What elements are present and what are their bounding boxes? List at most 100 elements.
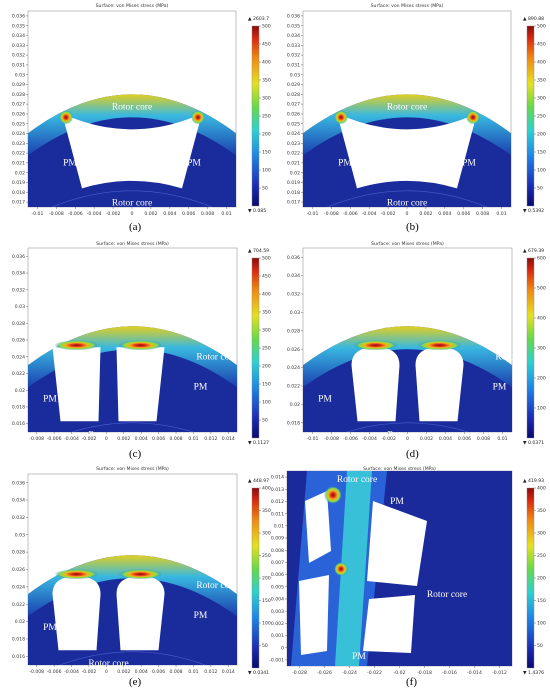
x-tick-label: 0.008 bbox=[169, 669, 182, 675]
colorbar-tick-label: 200 bbox=[262, 132, 271, 138]
stress-plot-b: Surface: von Mises stress (MPa) Rotor cor… bbox=[275, 0, 550, 238]
x-tick-label: -0.004 bbox=[87, 211, 102, 217]
y-tick-label: 0.027 bbox=[12, 102, 25, 108]
region-label: PM bbox=[43, 394, 57, 404]
x-tick-label: -0.01 bbox=[307, 436, 319, 442]
x-tick-label: 0.002 bbox=[144, 211, 157, 217]
region-label: Rotor core bbox=[387, 198, 427, 208]
y-tick-label: 0.024 bbox=[12, 584, 25, 590]
x-tick-label: 0.006 bbox=[152, 436, 165, 442]
y-tick-label: 0.027 bbox=[287, 102, 300, 108]
y-tick-label: 0.023 bbox=[287, 141, 300, 147]
colorbar-tick-label: 400 bbox=[262, 486, 271, 492]
y-tick-label: 0.032 bbox=[12, 53, 25, 59]
magnet-slot bbox=[351, 347, 400, 422]
x-tick-label: 0.002 bbox=[117, 436, 130, 442]
colorbar-tick-label: 50 bbox=[262, 418, 268, 424]
y-tick-label: 0.035 bbox=[287, 23, 300, 29]
magnet-slot bbox=[415, 347, 464, 422]
colorbar-min-label: ▼ 1.4376 bbox=[523, 670, 544, 676]
stress-field bbox=[28, 555, 237, 665]
colorbar-tick-label: 450 bbox=[262, 274, 271, 280]
region-label: Rotor core bbox=[495, 352, 535, 362]
x-tick-label: -0.004 bbox=[64, 669, 79, 675]
y-tick-label: 0.019 bbox=[12, 180, 25, 186]
colorbar-tick-label: 200 bbox=[262, 576, 271, 582]
x-tick-label: -0.004 bbox=[64, 436, 79, 442]
region-label: PM bbox=[43, 623, 57, 633]
y-tick-label: 0.028 bbox=[12, 92, 25, 98]
y-tick-label: 0.021 bbox=[287, 161, 300, 167]
colorbar-tick-label: 300 bbox=[262, 96, 271, 102]
y-tick-label: 0.017 bbox=[12, 200, 25, 206]
plot-title: Surface: von Mises stress (MPa) bbox=[96, 3, 169, 9]
x-tick-label: 0 bbox=[105, 669, 108, 675]
stress-plot-svg: Surface: von Mises stress (MPa) Rotor cor… bbox=[287, 241, 546, 446]
colorbar-tick-label: 500 bbox=[262, 256, 271, 262]
x-tick-label: -0.016 bbox=[442, 670, 457, 676]
colorbar-max-label: ▲ 679.39 bbox=[523, 248, 544, 254]
colorbar-tick-label: 400 bbox=[262, 60, 271, 66]
magnet-slot bbox=[52, 576, 101, 651]
x-tick-label: 0.004 bbox=[135, 436, 148, 442]
x-tick-label: -0.022 bbox=[367, 670, 382, 676]
y-tick-label: 0.02 bbox=[290, 170, 300, 176]
x-tick-label: -0.01 bbox=[307, 211, 319, 217]
x-tick-label: -0.026 bbox=[317, 670, 332, 676]
x-tick-label: -0.008 bbox=[324, 436, 339, 442]
x-tick-label: 0.004 bbox=[135, 669, 148, 675]
colorbar-min-label: ▼ 0.0341 bbox=[248, 670, 269, 676]
y-tick-label: 0.033 bbox=[12, 43, 25, 49]
y-tick-label: 0.009 bbox=[271, 536, 284, 542]
region-label: PM bbox=[63, 158, 77, 168]
y-tick-label: 0.026 bbox=[287, 347, 300, 353]
panel-label-b: (b) bbox=[406, 221, 419, 233]
colorbar bbox=[251, 257, 260, 439]
stress-plot-c: Surface: von Mises stress (MPa) Rotor cor… bbox=[0, 238, 275, 463]
magnet-slot bbox=[337, 113, 477, 189]
region-label: Rotor core bbox=[387, 430, 427, 440]
x-tick-label: 0.008 bbox=[169, 436, 182, 442]
stress-plot-f: Surface: von Mises stress (MPa) Rotor cor… bbox=[269, 463, 550, 693]
colorbar-tick-label: 300 bbox=[262, 328, 271, 334]
y-tick-label: 0.024 bbox=[287, 131, 300, 137]
stress-hotspot bbox=[54, 340, 99, 351]
y-tick-label: 0.022 bbox=[287, 384, 300, 390]
colorbar-tick-label: 250 bbox=[262, 553, 271, 559]
region-label: Rotor core bbox=[88, 430, 128, 440]
y-tick-label: 0.025 bbox=[287, 121, 300, 127]
y-tick-label: 0.026 bbox=[287, 112, 300, 118]
colorbar-tick-label: 150 bbox=[262, 150, 271, 156]
colorbar-tick-label: 150 bbox=[262, 382, 271, 388]
x-tick-label: -0.006 bbox=[47, 436, 62, 442]
y-tick-label: 0.022 bbox=[287, 151, 300, 157]
colorbar-min-label: ▼ 0.0371 bbox=[523, 440, 544, 446]
x-tick-label: 0.002 bbox=[419, 211, 432, 217]
colorbar-tick-label: 500 bbox=[537, 286, 546, 292]
x-tick-label: 0.006 bbox=[457, 211, 470, 217]
outer-rim-stress bbox=[303, 326, 512, 388]
y-tick-label: 0.014 bbox=[271, 475, 284, 481]
x-tick-label: 0.008 bbox=[476, 211, 489, 217]
x-tick-label: 0.004 bbox=[438, 211, 451, 217]
y-tick-label: 0.022 bbox=[12, 371, 25, 377]
colorbar-min-label: ▼ 0.1127 bbox=[248, 440, 269, 446]
x-tick-label: -0.012 bbox=[492, 670, 507, 676]
colorbar bbox=[526, 25, 535, 207]
colorbar-tick-label: 500 bbox=[262, 24, 271, 30]
y-tick-label: 0.026 bbox=[12, 338, 25, 344]
colorbar bbox=[251, 487, 260, 669]
region-label: PM bbox=[462, 158, 476, 168]
colorbar-max-label: ▲ 890.88 bbox=[523, 16, 544, 22]
stress-field bbox=[287, 471, 512, 666]
x-tick-label: 0.014 bbox=[222, 669, 235, 675]
x-tick-label: 0.012 bbox=[204, 669, 217, 675]
colorbar-tick-label: 350 bbox=[262, 508, 271, 514]
y-tick-label: 0.028 bbox=[287, 92, 300, 98]
y-tick-label: 0.029 bbox=[287, 82, 300, 88]
y-tick-label: 0.02 bbox=[290, 402, 300, 408]
stress-hotspot bbox=[466, 110, 480, 125]
y-tick-label: 0.024 bbox=[287, 365, 300, 371]
colorbar-tick-label: 200 bbox=[262, 364, 271, 370]
x-tick-label: -0.02 bbox=[394, 670, 406, 676]
